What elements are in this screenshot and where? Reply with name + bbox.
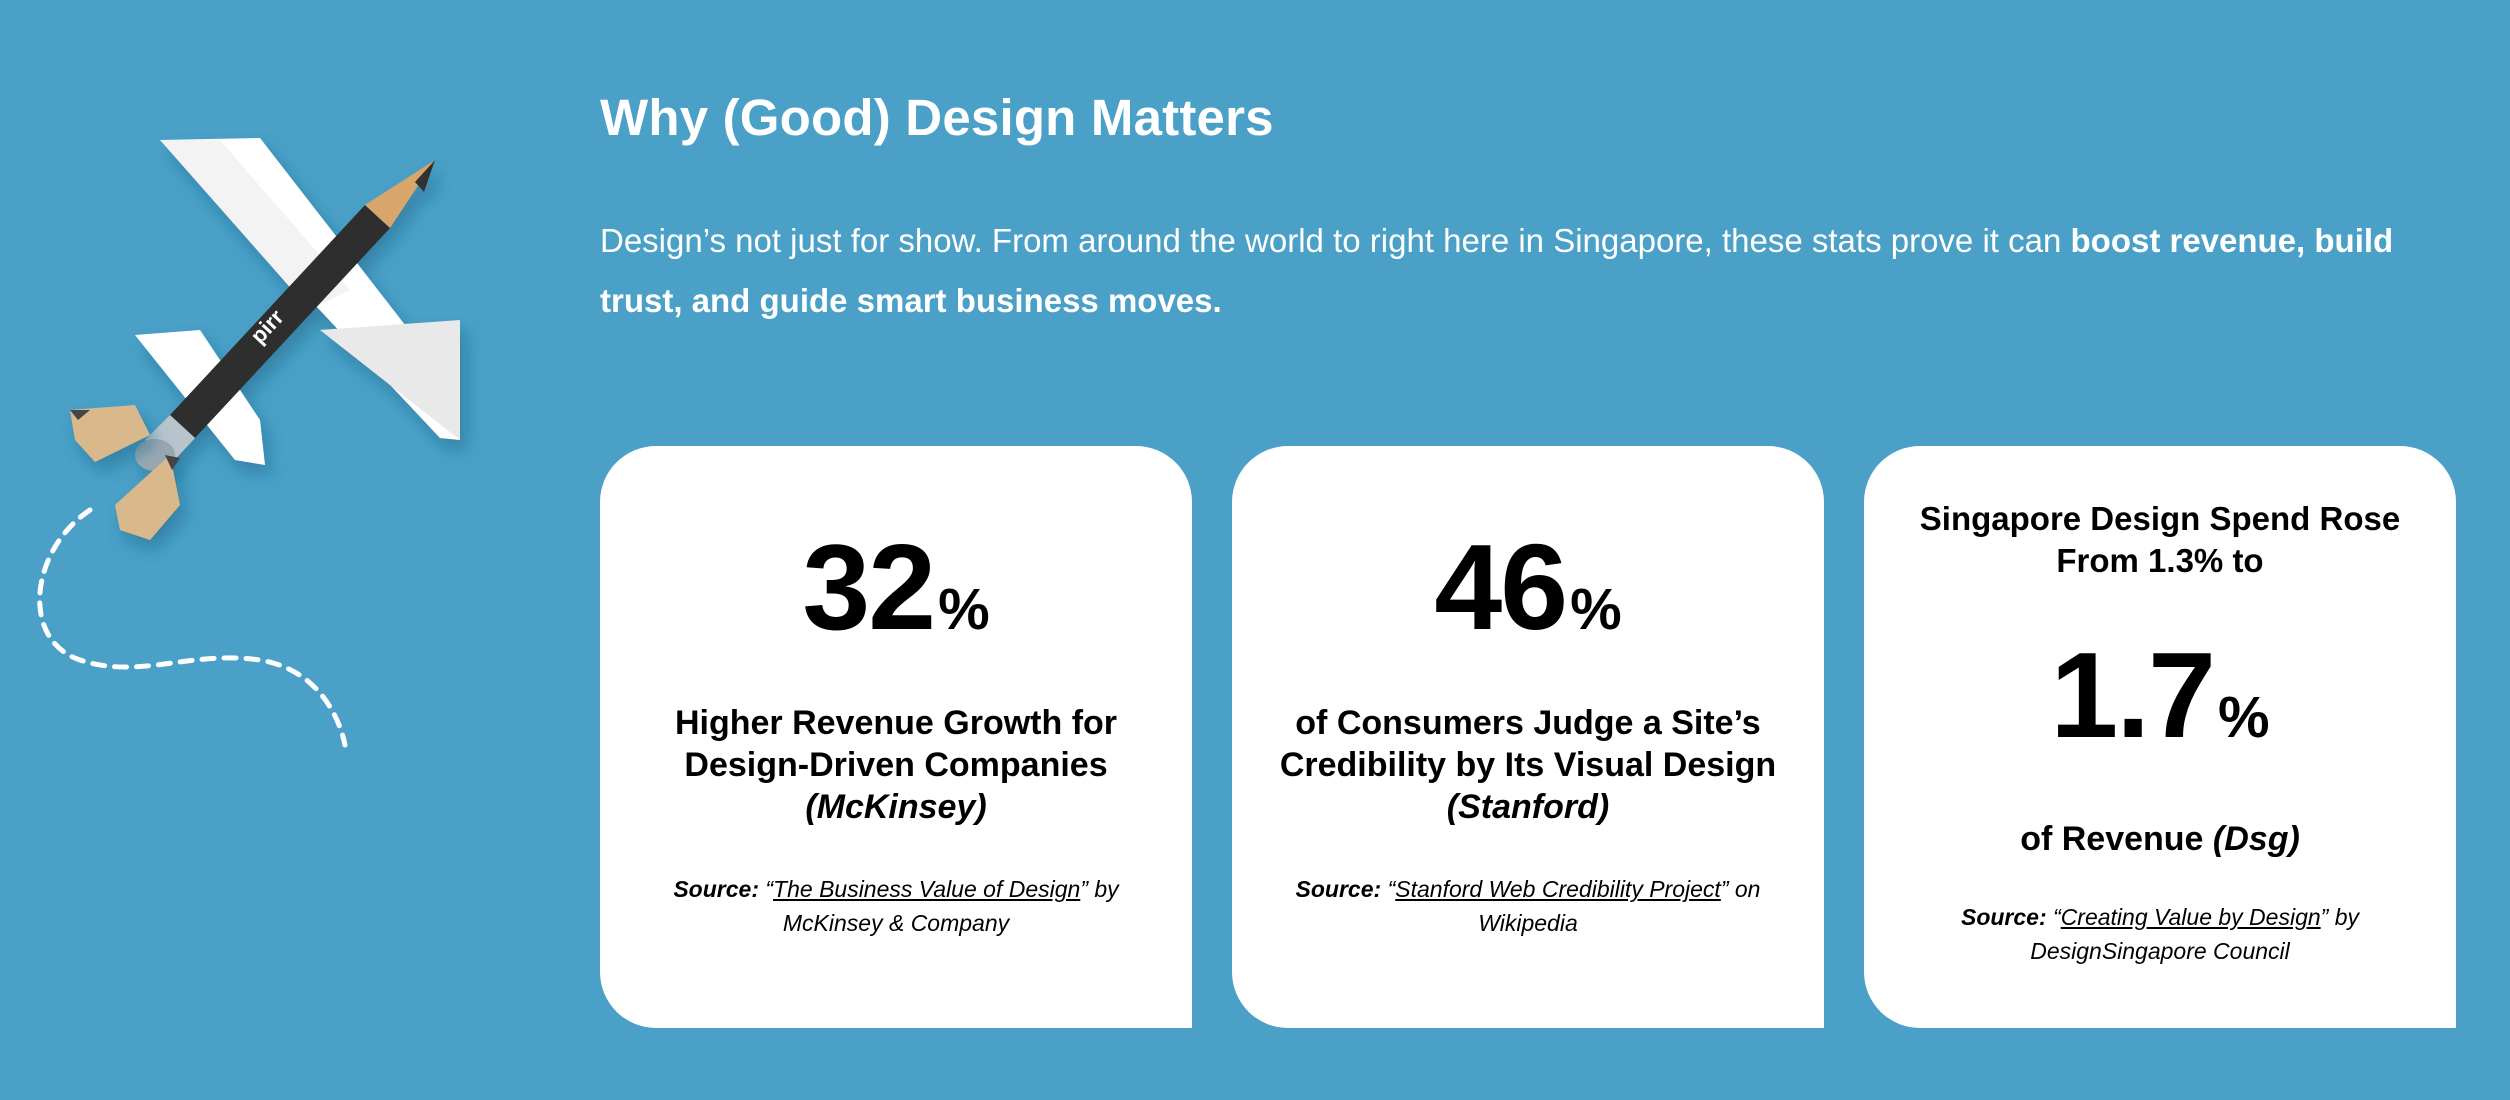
pencil-plane-illustration: pirr: [37, 138, 460, 748]
stat-number: 46: [1434, 519, 1568, 655]
stat-citation: (Dsg): [2212, 820, 2300, 858]
stat-headline-text: of Revenue: [2020, 820, 2213, 858]
source-link[interactable]: Stanford Web Credibility Project: [1395, 876, 1721, 902]
stat-card-mckinsey: 32% Higher Revenue Growth for Design-Dri…: [600, 446, 1192, 1028]
intro-paragraph: Design’s not just for show. From around …: [600, 211, 2460, 331]
stat-suffix: %: [938, 577, 990, 642]
pencil-shaving-1: [70, 405, 150, 462]
source-attribution: ” on Wikipedia: [1478, 876, 1761, 936]
stat-card-stanford: 46% of Consumers Judge a Site’s Credibil…: [1232, 446, 1824, 1028]
stats-cards: 32% Higher Revenue Growth for Design-Dri…: [600, 446, 2456, 1028]
section-intro: Why (Good) Design Matters Design’s not j…: [600, 88, 2460, 331]
stat-headline: of Consumers Judge a Site’s Credibility …: [1232, 702, 1824, 828]
source-attribution: ” by DesignSingapore Council: [2030, 904, 2359, 964]
stat-suffix: %: [1570, 577, 1622, 642]
stat-value: 1.7%: [1864, 634, 2456, 756]
stat-headline: Higher Revenue Growth for Design-Driven …: [600, 702, 1192, 828]
source-open-quote: “: [2046, 904, 2061, 930]
source-attribution: ” by McKinsey & Company: [782, 876, 1119, 936]
source-open-quote: “: [758, 876, 774, 902]
pencil-body: [170, 205, 390, 438]
source-label: Source:: [1295, 876, 1382, 902]
stat-source: Source: “Creating Value by Design” by De…: [1864, 900, 2456, 968]
stat-suffix: %: [2218, 685, 2270, 750]
intro-highlight: boost revenue, build trust, and guide sm…: [600, 222, 2394, 319]
source-label: Source:: [673, 876, 759, 902]
stat-citation: (Stanford): [1446, 788, 1610, 826]
page-title: Why (Good) Design Matters: [600, 89, 1274, 146]
dashed-trail: [37, 507, 348, 748]
stat-value: 46%: [1232, 526, 1824, 648]
source-link[interactable]: Creating Value by Design: [2060, 904, 2321, 930]
stat-card-singapore: Singapore Design Spend Rose From 1.3% to…: [1864, 446, 2456, 1028]
stat-number: 32: [802, 519, 936, 655]
source-link[interactable]: The Business Value of Design: [773, 876, 1081, 902]
stat-headline-text: of Consumers Judge a Site’s Credibility …: [1279, 704, 1777, 784]
plane-wing-left: [160, 140, 350, 310]
stat-value: 32%: [600, 526, 1192, 648]
pencil-shaving-2: [115, 455, 180, 540]
stat-source: Source: “Stanford Web Credibility Projec…: [1232, 872, 1824, 940]
stat-pretitle: Singapore Design Spend Rose From 1.3% to: [1919, 500, 2401, 579]
stat-headline: of Revenue (Dsg): [1864, 818, 2456, 860]
intro-text: Design’s not just for show. From around …: [600, 222, 2071, 259]
stat-number: 1.7: [2050, 627, 2216, 763]
stat-headline-text: Higher Revenue Growth for Design-Driven …: [674, 704, 1118, 784]
stat-citation: (McKinsey): [805, 788, 987, 826]
stat-source: Source: “The Business Value of Design” b…: [600, 872, 1192, 940]
plane-wing-right: [320, 320, 460, 440]
source-open-quote: “: [1381, 876, 1396, 902]
source-label: Source:: [1960, 904, 2047, 930]
